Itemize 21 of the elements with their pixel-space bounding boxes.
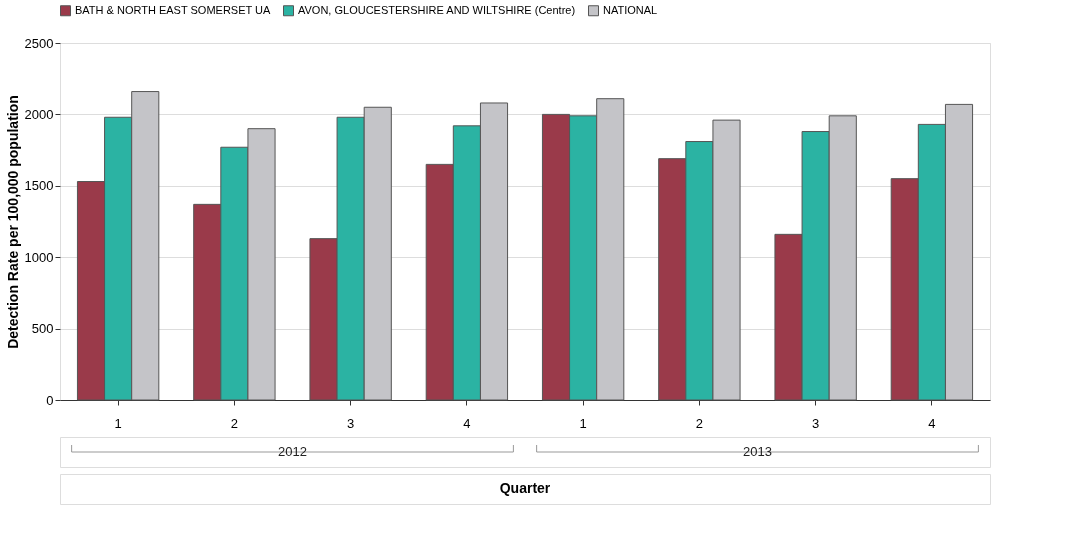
y-axis-title: Detection Rate per 100,000 population (4, 95, 21, 349)
x-tick-label: 3 (812, 415, 820, 431)
y-tick-label: 1500 (24, 178, 54, 194)
text: 2013 (743, 444, 772, 459)
x-tick-label: 2 (695, 415, 703, 431)
y-tick-label: 500 (31, 321, 54, 337)
legend-label: NATIONAL (603, 3, 658, 16)
x-tick-label: 2 (230, 415, 238, 431)
legend-label: BATH & NORTH EAST SOMERSET UA (75, 3, 272, 16)
text: 2012 (278, 444, 307, 459)
x-tick-label: 4 (928, 415, 936, 431)
y-tick-label: 2500 (24, 35, 54, 51)
y-tick-label: 0 (46, 392, 54, 408)
x-tick-label: 4 (463, 415, 471, 431)
x-tick-label: 1 (579, 415, 587, 431)
x-axis-title: Quarter (499, 480, 551, 496)
legend-label: AVON, GLOUCESTERSHIRE AND WILTSHIRE (Centre) (298, 3, 576, 16)
x-tick-label: 1 (114, 415, 122, 431)
x-tick-label: 3 (347, 415, 355, 431)
y-tick-label: 1000 (24, 249, 54, 265)
y-tick-label: 2000 (24, 106, 54, 122)
